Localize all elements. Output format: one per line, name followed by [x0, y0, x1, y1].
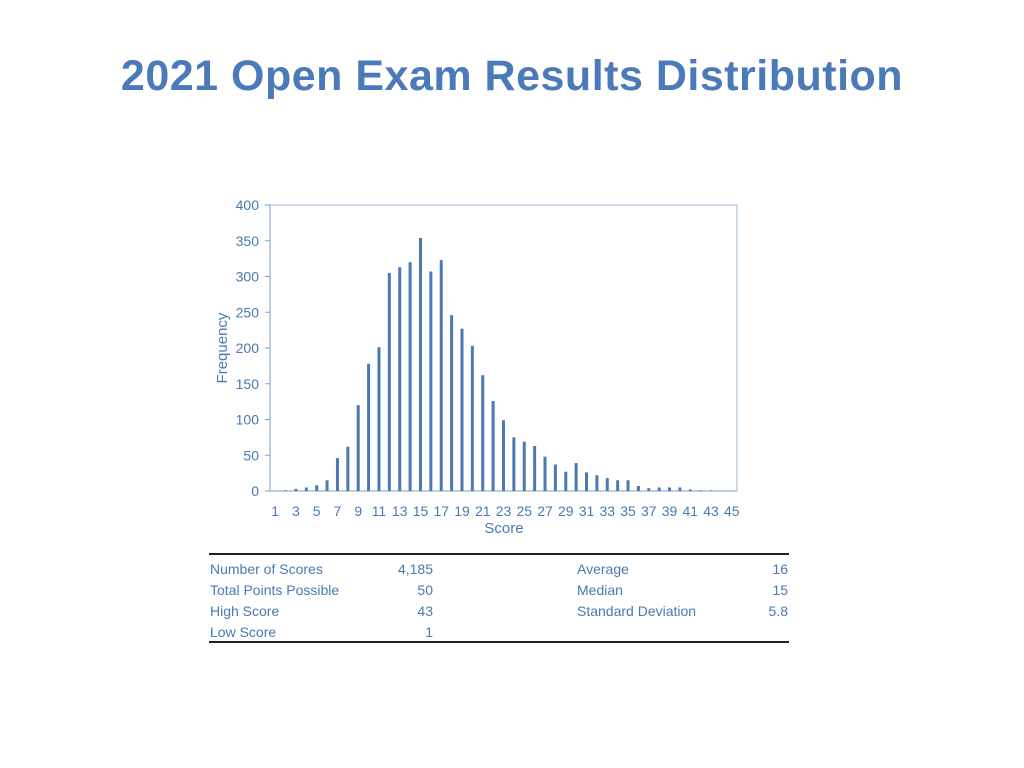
- x-tick-label: 19: [454, 503, 470, 519]
- x-tick-label: 31: [579, 503, 595, 519]
- bar-score-32: [595, 475, 599, 491]
- x-tick-label: 13: [392, 503, 408, 519]
- y-tick-label: 100: [236, 412, 260, 428]
- y-tick-label: 50: [243, 447, 259, 463]
- x-tick-label: 43: [703, 503, 719, 519]
- bar-score-23: [502, 420, 505, 491]
- y-axis-label: Frequency: [214, 312, 231, 383]
- bar-score-21: [481, 375, 485, 491]
- stat-label: Median: [577, 582, 623, 598]
- stat-value: 1: [425, 624, 433, 640]
- stat-label: High Score: [210, 603, 280, 619]
- x-tick-label: 23: [496, 503, 512, 519]
- bar-score-34: [616, 480, 620, 491]
- bar-score-24: [512, 437, 516, 491]
- bar-score-36: [636, 485, 640, 491]
- bar-score-43: [709, 490, 713, 491]
- x-axis-label: Score: [484, 520, 523, 537]
- bar-score-29: [564, 471, 568, 491]
- bar-score-37: [647, 488, 651, 491]
- x-tick-label: 21: [475, 503, 491, 519]
- stat-value: 15: [772, 582, 788, 598]
- bar-score-42: [699, 490, 703, 491]
- bar-score-35: [626, 480, 630, 491]
- bar-score-27: [543, 456, 547, 491]
- bar-score-8: [346, 446, 350, 491]
- bar-score-31: [585, 472, 589, 491]
- bar-score-2: [284, 490, 288, 491]
- bar-score-18: [450, 315, 454, 491]
- x-tick-label: 17: [433, 503, 449, 519]
- stat-label: Low Score: [210, 624, 277, 640]
- stat-label: Number of Scores: [210, 561, 323, 577]
- x-tick-label: 29: [558, 503, 574, 519]
- x-tick-label: 15: [413, 503, 429, 519]
- y-tick-label: 200: [236, 340, 260, 356]
- x-tick-label: 25: [516, 503, 532, 519]
- summary-statistics-table: Number of Scores 4,185 Total Points Possib…: [209, 553, 789, 643]
- bar-score-17: [439, 260, 443, 491]
- x-tick-label: 45: [724, 503, 740, 519]
- bar-score-3: [294, 488, 298, 491]
- x-tick-label: 35: [620, 503, 636, 519]
- x-tick-label: 9: [354, 503, 362, 519]
- y-tick-label: 0: [251, 483, 259, 499]
- y-tick-label: 150: [236, 376, 260, 392]
- x-tick-label: 37: [641, 503, 657, 519]
- bar-score-11: [377, 347, 381, 491]
- stat-label: Standard Deviation: [577, 603, 697, 619]
- x-tick-label: 27: [537, 503, 553, 519]
- stat-label: Average: [577, 561, 629, 577]
- bar-score-22: [491, 400, 495, 491]
- page-title: 2021 Open Exam Results Distribution: [120, 52, 904, 100]
- bar-score-28: [553, 464, 557, 491]
- stat-value: 5.8: [768, 603, 788, 619]
- bar-score-40: [678, 487, 682, 491]
- bar-score-14: [408, 262, 412, 491]
- bar-score-12: [387, 272, 391, 491]
- bar-score-4: [304, 487, 308, 491]
- x-tick-label: 7: [334, 503, 342, 519]
- bar-score-30: [574, 463, 578, 491]
- stat-value: 43: [417, 603, 433, 619]
- x-tick-label: 33: [599, 503, 615, 519]
- bar-score-6: [325, 480, 329, 491]
- bar-score-38: [657, 487, 661, 491]
- bar-score-7: [335, 458, 339, 491]
- stat-label: Total Points Possible: [210, 582, 340, 598]
- bar-score-41: [688, 489, 692, 491]
- bar-score-16: [429, 271, 433, 491]
- bar-score-10: [367, 363, 371, 491]
- stat-value: 4,185: [397, 561, 433, 577]
- y-tick-label: 350: [236, 233, 260, 249]
- x-tick-label: 39: [662, 503, 678, 519]
- x-tick-label: 1: [271, 503, 279, 519]
- y-tick-label: 300: [236, 269, 260, 285]
- bar-score-19: [460, 328, 464, 491]
- y-tick-label: 400: [236, 197, 260, 213]
- bar-score-13: [398, 267, 402, 491]
- stat-value: 50: [417, 582, 433, 598]
- bar-score-39: [668, 487, 672, 491]
- bar-score-15: [418, 237, 422, 491]
- bar-score-9: [356, 405, 360, 491]
- bar-score-20: [470, 345, 474, 491]
- bar-score-5: [315, 485, 319, 491]
- x-tick-label: 11: [372, 503, 387, 519]
- stat-value: 16: [772, 561, 788, 577]
- bar-score-25: [522, 441, 526, 491]
- bar-score-26: [533, 445, 537, 491]
- x-tick-label: 41: [683, 503, 699, 519]
- y-tick-label: 250: [236, 304, 260, 320]
- x-tick-label: 3: [292, 503, 300, 519]
- x-tick-label: 5: [313, 503, 321, 519]
- bar-score-33: [605, 478, 609, 491]
